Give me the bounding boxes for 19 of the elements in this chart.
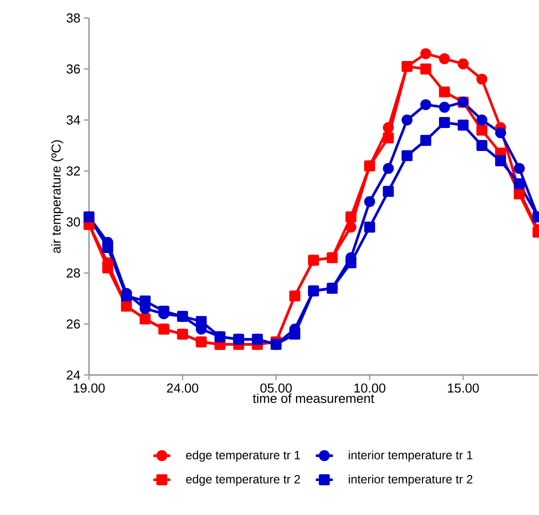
- x-tick-label: 05.00: [260, 383, 292, 393]
- y-tick-label: 36: [66, 64, 80, 74]
- legend-label: interior temperature tr 2: [348, 474, 472, 486]
- x-tick-label: 24.00: [167, 383, 198, 393]
- y-tick-label: 24: [66, 370, 80, 380]
- y-tick-label: 28: [66, 268, 80, 278]
- x-tick-label: 10.00: [354, 383, 386, 393]
- y-tick-label: 32: [66, 166, 80, 176]
- y-axis-title: air temperature (ºC): [51, 140, 64, 254]
- y-tick-label: 34: [66, 115, 80, 125]
- x-tick-label: 19.00: [74, 383, 105, 393]
- x-tick-label: 15.00: [448, 383, 479, 393]
- legend-label: interior temperature tr 1: [348, 450, 472, 462]
- legend-label: edge temperature tr 2: [186, 474, 300, 486]
- x-axis-title: time of measurement: [252, 394, 374, 404]
- y-tick-label: 26: [66, 319, 80, 329]
- y-tick-label: 30: [66, 217, 80, 227]
- legend-label: edge temperature tr 1: [186, 450, 300, 462]
- y-tick-label: 38: [66, 13, 80, 23]
